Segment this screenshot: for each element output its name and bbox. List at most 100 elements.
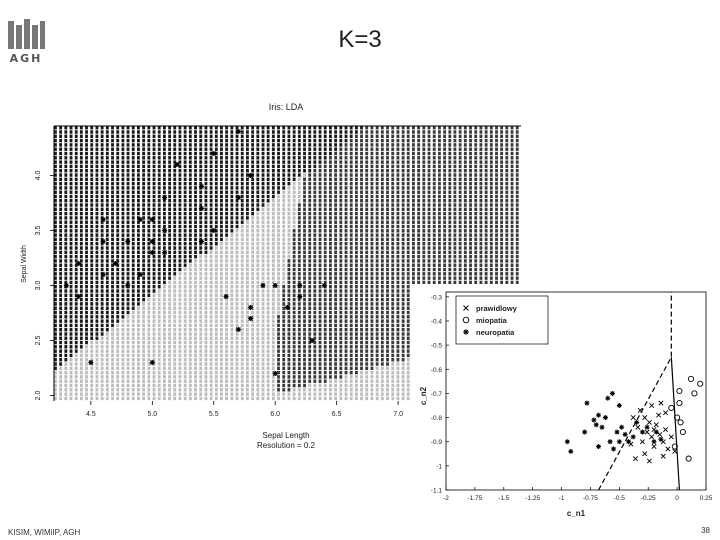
footer-text: KISIM, WIMiIP, AGH bbox=[8, 528, 81, 537]
cn-y-label: c_n2 bbox=[419, 386, 428, 405]
cn-point-prawidlowy bbox=[630, 415, 636, 421]
slide-title: K=3 bbox=[338, 26, 382, 53]
lda-point bbox=[198, 184, 204, 189]
cn-point-neuropatia bbox=[619, 424, 625, 430]
cn-x-tick-label: -1.25 bbox=[525, 495, 540, 502]
cn-point-miopatia bbox=[676, 400, 683, 407]
cn-point-neuropatia bbox=[609, 390, 615, 396]
lda-y-tick-label: 3.0 bbox=[35, 281, 42, 291]
lda-point bbox=[88, 360, 94, 365]
cn-point-neuropatia bbox=[605, 395, 611, 401]
lda-point bbox=[112, 261, 118, 266]
cn-point-neuropatia bbox=[626, 439, 632, 445]
lda-point bbox=[235, 129, 241, 134]
cn-point-neuropatia bbox=[616, 439, 622, 445]
lda-point bbox=[100, 272, 106, 277]
lda-x-tick-label: 6.0 bbox=[270, 411, 280, 418]
cn-plot-frame bbox=[445, 291, 707, 491]
cn-y-tick-label: -0.5 bbox=[431, 343, 443, 350]
cn-point-neuropatia bbox=[596, 444, 602, 450]
cn-chart: -2 -1.75 -1.5 -1.25 -1 -0.75 -0.5 -0.25 0 0.25 -0… bbox=[412, 284, 712, 534]
lda-y-tick-label: 4.0 bbox=[35, 171, 42, 181]
cn-point-prawidlowy bbox=[635, 424, 641, 430]
lda-point bbox=[149, 239, 155, 244]
cn-points bbox=[564, 375, 704, 464]
lda-point bbox=[297, 283, 303, 288]
cn-y-tick-label: -0.9 bbox=[431, 439, 443, 446]
lda-x-tick-label: 5.0 bbox=[147, 411, 157, 418]
cn-point-prawidlowy bbox=[649, 434, 655, 440]
lda-point bbox=[76, 294, 82, 299]
lda-point bbox=[137, 217, 143, 222]
cn-point-prawidlowy bbox=[668, 434, 674, 440]
lda-point bbox=[149, 250, 155, 255]
cn-point-miopatia bbox=[677, 419, 684, 426]
cn-point-neuropatia bbox=[584, 400, 590, 406]
cn-x-tick-label: -0.75 bbox=[583, 495, 598, 502]
lda-point bbox=[223, 294, 229, 299]
cn-point-neuropatia bbox=[596, 412, 602, 418]
cn-point-miopatia bbox=[679, 428, 686, 436]
lda-point bbox=[125, 239, 131, 244]
cn-point-neuropatia bbox=[634, 419, 640, 425]
lda-x-tick-label: 5.5 bbox=[209, 411, 219, 418]
cn-y-ticks: -0.3 -0.4 -0.5 -0.6 -0.7 -0.8 -0.9 -1 -1.1 bbox=[431, 294, 449, 495]
cn-y-tick-label: -0.7 bbox=[431, 391, 443, 398]
lda-point bbox=[198, 206, 204, 211]
cn-point-prawidlowy bbox=[656, 412, 662, 418]
lda-point bbox=[285, 305, 290, 310]
cn-point-neuropatia bbox=[564, 439, 570, 445]
cn-boundary-dashed bbox=[598, 292, 672, 491]
lda-point bbox=[248, 316, 254, 321]
lda-chart: Iris: LDA 4.55.05.56.06.57.07.5 2.02.53.… bbox=[21, 102, 521, 450]
cn-x-ticks: -2 -1.75 -1.5 -1.25 -1 -0.75 -0.5 -0.25 0 0.25 bbox=[443, 487, 712, 502]
cn-point-miopatia bbox=[691, 390, 698, 397]
cn-boundary-solid bbox=[670, 357, 681, 491]
cn-x-tick-label: 0.25 bbox=[700, 495, 712, 502]
cn-y-tick-label: -1.1 bbox=[431, 488, 443, 495]
lda-point bbox=[272, 283, 278, 288]
cn-point-neuropatia bbox=[622, 431, 628, 437]
cn-y-tick-label: -1 bbox=[436, 463, 442, 470]
cn-decision-boundaries bbox=[598, 292, 681, 491]
lda-point bbox=[162, 195, 168, 200]
cn-y-tick-label: -0.3 bbox=[431, 294, 443, 301]
cn-legend-label: miopatia bbox=[476, 316, 508, 325]
cn-point-miopatia bbox=[674, 414, 681, 421]
lda-decision-regions bbox=[54, 126, 519, 401]
cn-point-prawidlowy bbox=[637, 407, 643, 413]
cn-point-prawidlowy bbox=[639, 439, 645, 445]
lda-y-tick-label: 2.0 bbox=[35, 391, 42, 401]
lda-subtitle: Resolution = 0.2 bbox=[257, 441, 316, 450]
cn-x-tick-label: -1.5 bbox=[498, 495, 510, 502]
cn-point-miopatia bbox=[668, 404, 675, 411]
cn-point-neuropatia bbox=[611, 446, 617, 452]
lda-point bbox=[272, 371, 278, 376]
cn-point-neuropatia bbox=[607, 439, 613, 445]
cn-point-prawidlowy bbox=[653, 422, 659, 428]
cn-point-prawidlowy bbox=[665, 446, 671, 452]
cn-point-neuropatia bbox=[582, 429, 588, 435]
lda-point bbox=[149, 360, 155, 365]
lda-point bbox=[211, 151, 217, 156]
cn-point-neuropatia bbox=[644, 424, 650, 430]
cn-point-prawidlowy bbox=[632, 456, 639, 462]
cn-point-prawidlowy bbox=[663, 427, 669, 433]
cn-legend-marker-star bbox=[463, 329, 469, 335]
lda-x-label: Sepal Length bbox=[262, 431, 309, 440]
lda-point bbox=[211, 228, 217, 233]
lda-point bbox=[235, 327, 241, 332]
cn-x-tick-label: -2 bbox=[443, 495, 449, 502]
cn-legend-box bbox=[455, 295, 549, 345]
cn-point-neuropatia bbox=[599, 424, 605, 430]
cn-legend: prawidlowy miopatia neuropatia bbox=[455, 295, 549, 345]
cn-legend-marker-x bbox=[463, 305, 469, 311]
lda-point bbox=[297, 294, 303, 299]
cn-point-prawidlowy bbox=[644, 429, 650, 435]
lda-point bbox=[162, 228, 168, 233]
cn-point-neuropatia bbox=[568, 448, 574, 454]
lda-point bbox=[309, 338, 315, 343]
cn-point-neuropatia bbox=[614, 429, 620, 435]
lda-point bbox=[260, 283, 266, 288]
cn-point-miopatia bbox=[697, 380, 704, 387]
